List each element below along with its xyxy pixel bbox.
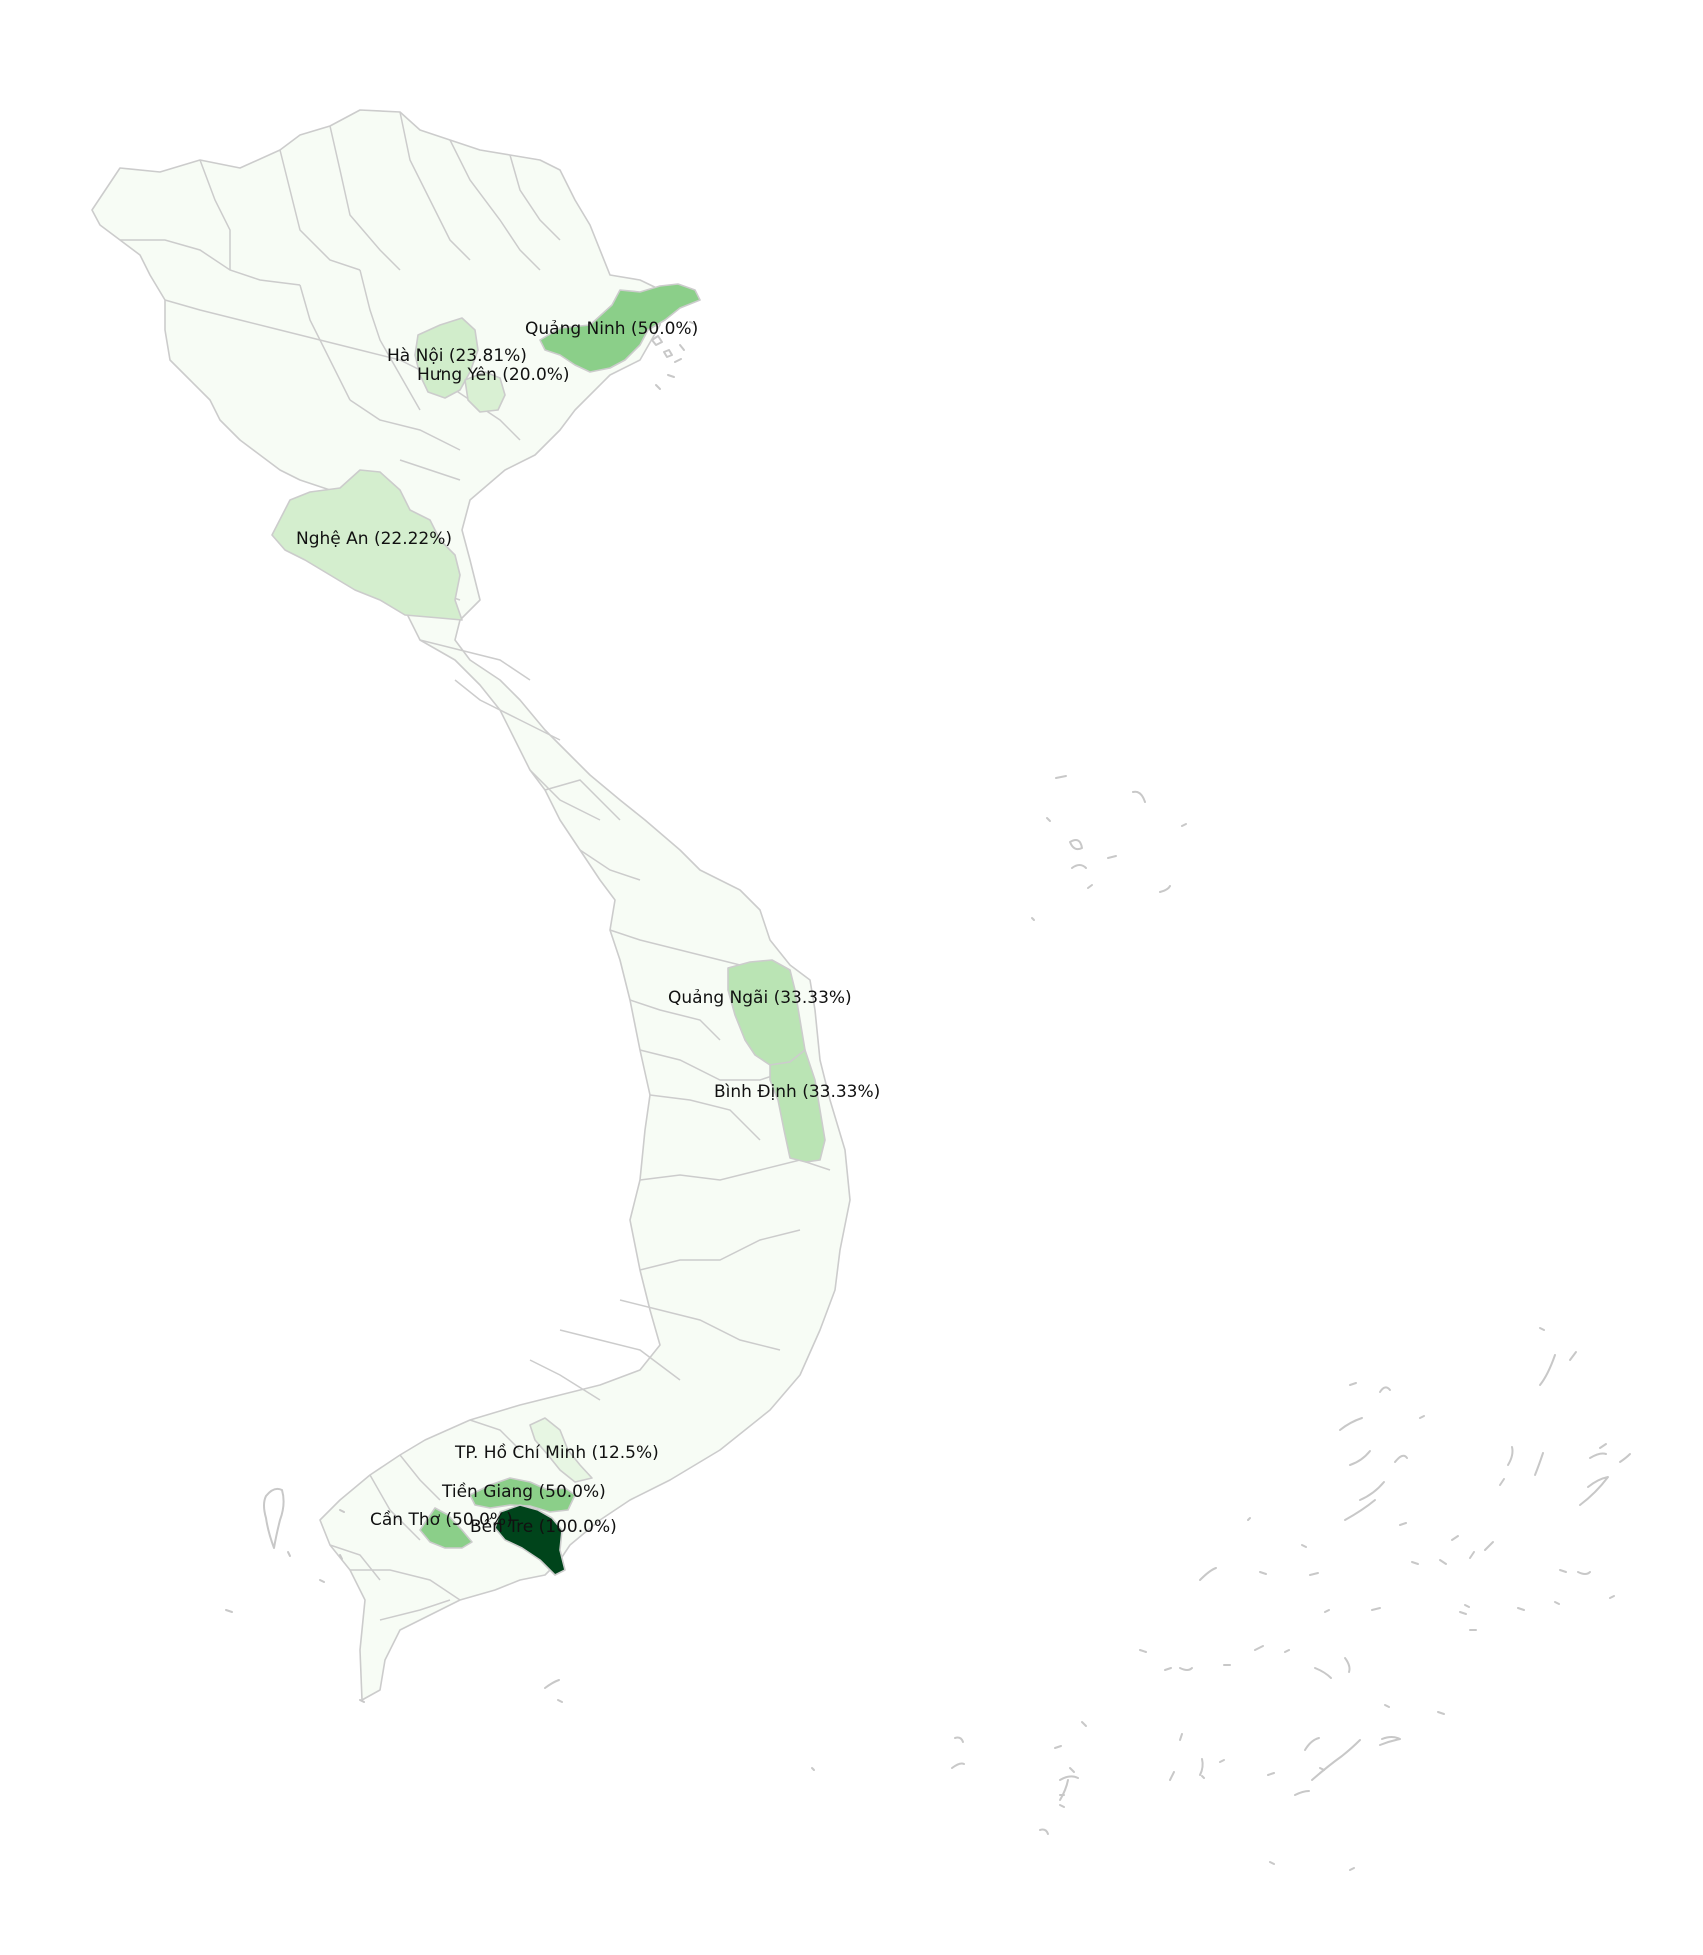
- label-binh-dinh: Bình Định (33.33%): [714, 1082, 880, 1102]
- label-nghe-an: Nghệ An (22.22%): [296, 529, 452, 549]
- province-borders: [120, 111, 831, 1621]
- paracel-islands: [1031, 775, 1187, 921]
- label-tien-giang: Tiền Giang (50.0%): [441, 1481, 606, 1502]
- province-tien-giang: [469, 1477, 576, 1513]
- province-binh-dinh: [769, 1049, 826, 1163]
- label-tp-ho-chi-minh: TP. Hồ Chí Minh (12.5%): [454, 1442, 659, 1463]
- label-ha-noi: Hà Nội (23.81%): [387, 346, 527, 366]
- western-islands: [225, 1487, 563, 1703]
- label-ben-tre: Bến Tre (100.0%): [470, 1516, 617, 1537]
- province-can-tho: [419, 1507, 473, 1549]
- spratly-islands: [811, 1327, 1631, 1871]
- province-labels: Quảng Ninh (50.0%) Hà Nội (23.81%) Hưng …: [296, 319, 880, 1537]
- label-can-tho: Cần Thơ (50.0%): [370, 1509, 513, 1530]
- province-tp-ho-chi-minh: [529, 1417, 593, 1483]
- label-quang-ngai: Quảng Ngãi (33.33%): [668, 988, 852, 1008]
- province-hung-yen: [464, 371, 506, 413]
- northern-islands: [651, 321, 696, 390]
- province-quang-ninh: [539, 283, 701, 373]
- label-hung-yen: Hưng Yên (20.0%): [417, 365, 570, 385]
- province-ben-tre: [494, 1504, 566, 1576]
- province-nghe-an: [271, 469, 463, 621]
- label-quang-ninh: Quảng Ninh (50.0%): [525, 319, 698, 339]
